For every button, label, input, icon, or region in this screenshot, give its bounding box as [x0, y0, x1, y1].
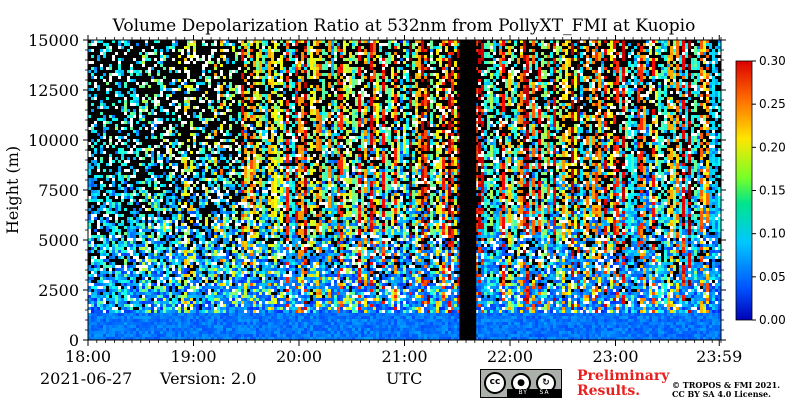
- colorbar-tick-label: 0.00: [759, 313, 786, 327]
- y-tick-label: 2500: [38, 281, 79, 300]
- copyright-notice: © TROPOS & FMI 2021. CC BY SA 4.0 Licens…: [672, 380, 781, 399]
- y-tick-label: 0: [69, 331, 79, 350]
- y-tick-label: 7500: [38, 181, 79, 200]
- x-tick-label: 23:59: [696, 347, 742, 366]
- license-strip: BY SA: [507, 389, 561, 397]
- colorbar: [735, 60, 753, 321]
- y-tick-label: 10000: [28, 131, 79, 150]
- missing-data-gap: [459, 40, 477, 340]
- colorbar-tick-label: 0.05: [759, 270, 786, 284]
- y-axis-label: Height (m): [3, 146, 22, 234]
- heatmap-layer: [88, 40, 721, 340]
- y-tick-label: 15000: [28, 31, 79, 50]
- x-tick-label: 23:00: [592, 347, 638, 366]
- x-tick-label: 21:00: [381, 347, 427, 366]
- preliminary-notice: Preliminary Results.: [577, 368, 670, 399]
- x-tick-label: 20:00: [276, 347, 322, 366]
- cc-license-badge: cc ● ↻ BY SA: [480, 369, 562, 398]
- colorbar-tick-label: 0.30: [759, 54, 786, 68]
- x-tick-label: 19:00: [170, 347, 216, 366]
- colorbar-tick-label: 0.25: [759, 97, 786, 111]
- colorbar-tick-label: 0.15: [759, 184, 786, 198]
- x-tick-label: 18:00: [65, 347, 111, 366]
- y-tick-label: 12500: [28, 81, 79, 100]
- chart-title: Volume Depolarization Ratio at 532nm fro…: [112, 16, 696, 36]
- y-tick-label: 5000: [38, 231, 79, 250]
- footer-utc: UTC: [386, 369, 423, 388]
- footer-date: 2021-06-27: [40, 369, 133, 388]
- cc-icon: cc: [484, 372, 506, 394]
- x-tick-label: 22:00: [487, 347, 533, 366]
- by-person-icon: ●: [511, 373, 531, 393]
- x-axis: 18:00 19:00 20:00 21:00 22:00 23:00 23:59: [65, 35, 742, 366]
- colorbar-tick-label: 0.20: [759, 140, 786, 154]
- colorbar-tick-label: 0.10: [759, 227, 786, 241]
- colorbar-axis: 0.00 0.05 0.10 0.15 0.20 0.25 0.30: [752, 54, 786, 327]
- footer-version: Version: 2.0: [160, 369, 257, 388]
- y-axis: 0 2500 5000 7500 10000 12500 15000: [28, 31, 726, 350]
